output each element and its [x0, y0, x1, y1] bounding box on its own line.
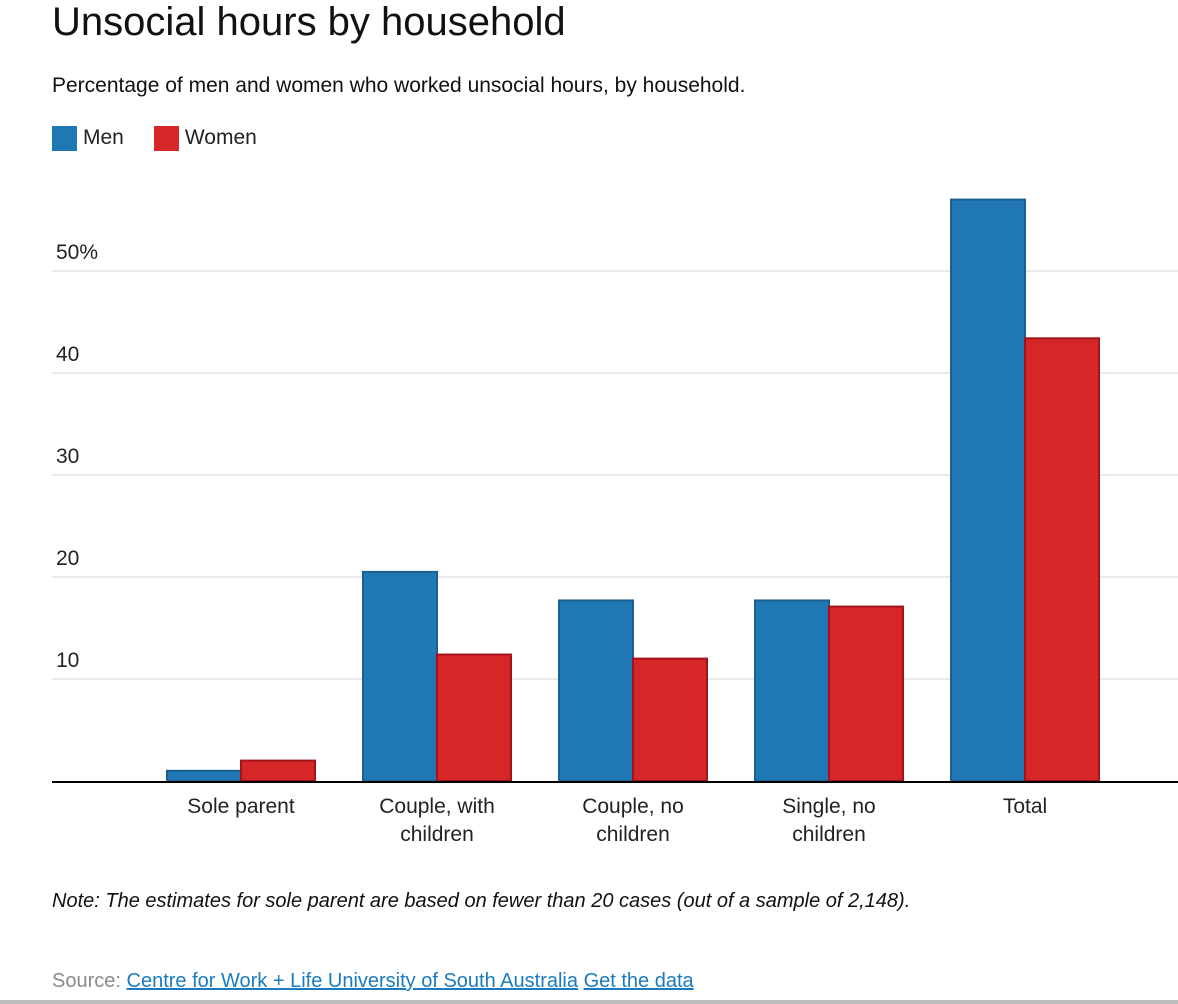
- x-tick-label-line: Single, no: [782, 795, 875, 818]
- legend-swatch-men: [52, 125, 77, 151]
- y-tick-label: 40: [56, 343, 79, 366]
- legend-item-women: Women: [153, 125, 257, 151]
- bar-women-1: [436, 653, 512, 783]
- bar-women-2: [632, 657, 708, 782]
- y-tick-label: 10: [56, 649, 79, 672]
- x-tick-label: Single, no children: [782, 795, 875, 846]
- legend-label-men: Men: [83, 126, 124, 149]
- chart-legend: Men Women: [52, 124, 287, 152]
- bar-women-3: [828, 605, 904, 783]
- x-tick-label: Couple, with children: [379, 795, 495, 846]
- source-line: Source: Centre for Work + Life Universit…: [52, 970, 694, 993]
- bar-men-3: [754, 599, 830, 783]
- x-tick-label-line: children: [400, 823, 474, 846]
- chart-note: Note: The estimates for sole parent are …: [52, 890, 911, 912]
- legend-item-men: Men: [52, 125, 124, 151]
- bar-men-0: [166, 769, 242, 782]
- x-tick-label-line: Sole parent: [187, 795, 295, 818]
- x-tick-label-line: children: [596, 823, 670, 846]
- bar-women-0: [240, 759, 316, 782]
- legend-label-women: Women: [184, 126, 257, 149]
- x-tick-label: Total: [1003, 795, 1047, 818]
- bar-men-2: [558, 599, 634, 783]
- source-link[interactable]: Centre for Work + Life University of Sou…: [126, 970, 579, 992]
- bar-chart: 10 20 30 40 50% Sole parent Couple, with child…: [52, 198, 1178, 846]
- bar-men-1: [362, 570, 438, 783]
- x-tick-label-line: Couple, no: [582, 795, 684, 818]
- source-prefix: Source:: [52, 970, 121, 992]
- y-tick-label: 50%: [56, 241, 98, 264]
- x-tick-label-line: Total: [1003, 795, 1047, 818]
- bar-women-4: [1024, 337, 1100, 782]
- x-tick-label-line: Couple, with: [379, 795, 495, 818]
- chart-title: Unsocial hours by household: [52, 0, 566, 44]
- bar-men-4: [950, 198, 1026, 783]
- legend-swatch-women: [153, 125, 179, 151]
- x-tick-label: Sole parent: [187, 795, 295, 818]
- y-axis-ticks: 10 20 30 40 50%: [56, 241, 98, 672]
- y-tick-label: 30: [56, 445, 79, 468]
- x-tick-label-line: children: [792, 823, 866, 846]
- x-tick-label: Couple, no children: [582, 795, 684, 846]
- y-tick-label: 20: [56, 547, 79, 570]
- get-data-link[interactable]: Get the data: [583, 970, 694, 992]
- bottom-edge: [0, 1000, 1178, 1004]
- bars: [166, 198, 1100, 783]
- chart-subtitle: Percentage of men and women who worked u…: [52, 74, 746, 97]
